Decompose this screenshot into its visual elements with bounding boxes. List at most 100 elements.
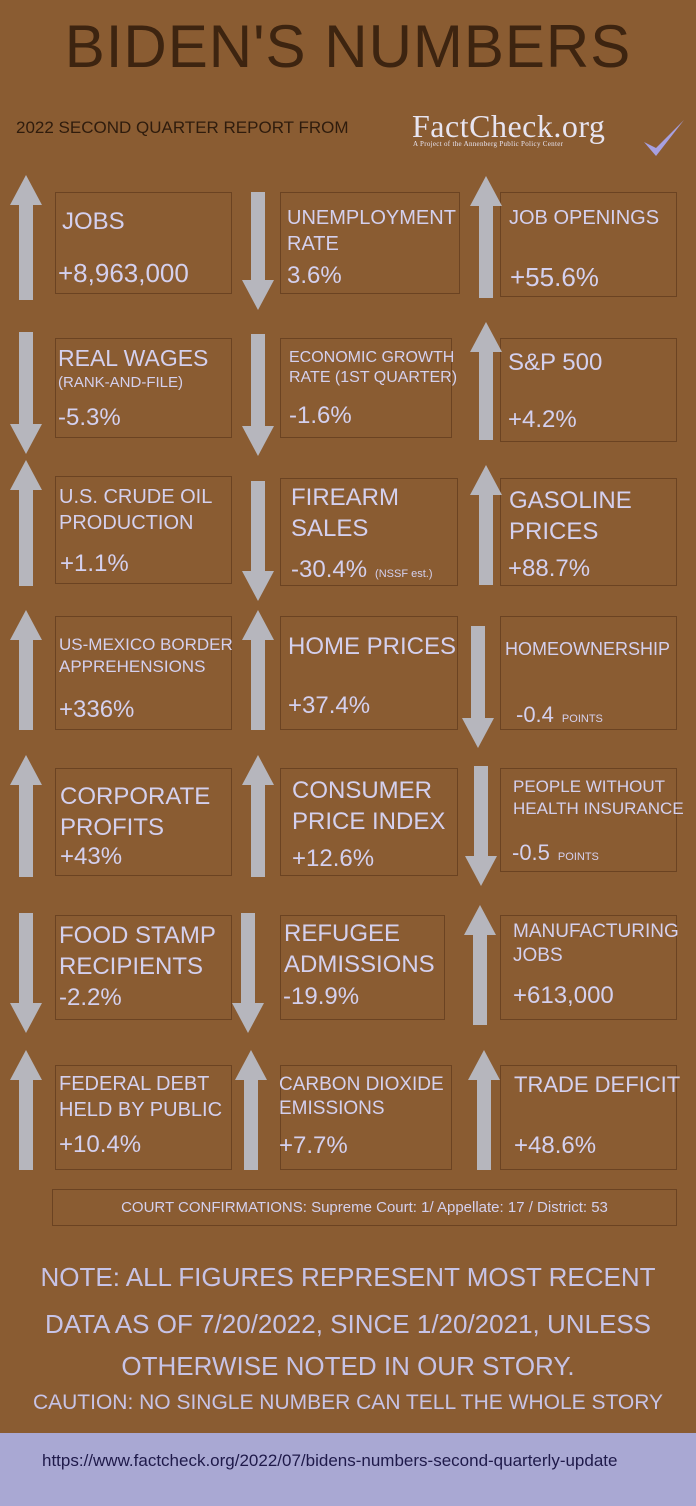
stat-value-firearm-sales: -30.4% (NSSF est.) <box>291 556 433 583</box>
source-url: https://www.factcheck.org/2022/07/bidens… <box>42 1451 618 1470</box>
report-subtitle: 2022 SECOND QUARTER REPORT FROM <box>16 118 349 137</box>
stat-label-manufacturing-jobs-line-2: JOBS <box>513 945 563 966</box>
stat-label-manufacturing-jobs: MANUFACTURING <box>513 921 679 942</box>
factcheck-logo: FactCheck.org A Project of the Annenberg… <box>412 108 684 160</box>
arrow-up-icon <box>235 1050 267 1170</box>
note-line-1: NOTE: ALL FIGURES REPRESENT MOST RECENT <box>40 1262 656 1292</box>
footer-bar <box>0 1433 696 1506</box>
arrow-down-icon <box>242 481 274 601</box>
stat-value-note: (NSSF est.) <box>375 568 433 580</box>
stat-label-u-s-crude-oil-production-line-2: PRODUCTION <box>59 512 194 534</box>
arrow-down-icon <box>10 913 42 1033</box>
stat-label-trade-deficit: TRADE DEFICIT <box>514 1072 681 1097</box>
stat-label-food-stamp-recipients-line-2: RECIPIENTS <box>59 953 204 980</box>
stat-value-gasoline-prices: +88.7% <box>508 555 591 582</box>
stat-value-sandp-500: +4.2% <box>508 406 577 433</box>
stat-box-economic-growth-rate-1st-quarter <box>280 338 452 438</box>
arrow-up-icon <box>470 465 502 585</box>
arrow-up-icon <box>464 905 496 1025</box>
stat-box-consumer-price-index <box>280 768 458 876</box>
arrow-down-icon <box>232 913 264 1033</box>
stat-value-real-wages-rank-and-file: -5.3% <box>58 404 121 431</box>
stat-label-corporate-profits: CORPORATE <box>60 783 211 810</box>
caution-text: CAUTION: NO SINGLE NUMBER CAN TELL THE W… <box>32 1391 664 1414</box>
stat-box-refugee-admissions <box>280 915 445 1020</box>
stat-box-food-stamp-recipients <box>55 915 232 1020</box>
arrow-up-icon <box>470 176 502 298</box>
stat-label-corporate-profits-line-2: PROFITS <box>60 814 165 841</box>
stat-box-us-mexico-border-apprehensions <box>55 616 232 730</box>
stat-label-consumer-price-index-line-2: PRICE INDEX <box>292 808 446 835</box>
arrow-down-icon <box>10 332 42 454</box>
stat-box-homeownership <box>500 616 677 730</box>
checkmark-icon <box>644 120 684 156</box>
stat-box-job-openings <box>500 192 677 297</box>
stat-value-homeownership: -0.4 POINTS <box>516 702 603 727</box>
page-title: BIDEN'S NUMBERS <box>64 13 632 80</box>
stat-value-corporate-profits: +43% <box>60 843 123 870</box>
stat-label-jobs: JOBS <box>62 208 125 235</box>
stat-label-firearm-sales: FIREARM <box>291 484 399 511</box>
stat-label-economic-growth-rate-1st-quarter-line-2: RATE (1ST QUARTER) <box>289 369 458 386</box>
stat-value-consumer-price-index: +12.6% <box>292 845 375 872</box>
arrow-down-icon <box>242 334 274 456</box>
arrow-down-icon <box>465 766 497 886</box>
stat-label-people-without-health-insurance-line-2: HEALTH INSURANCE <box>513 799 684 818</box>
stat-label-carbon-dioxide-emissions-line-2: EMISSIONS <box>279 1098 385 1119</box>
stat-label-real-wages-rank-and-file-line-2: (RANK-AND-FILE) <box>58 374 184 391</box>
stat-label-sandp-500: S&P 500 <box>508 349 603 376</box>
stat-label-unemployment-rate: UNEMPLOYMENT <box>287 207 456 229</box>
stat-box-jobs <box>55 192 232 294</box>
stat-value-economic-growth-rate-1st-quarter: -1.6% <box>289 402 352 429</box>
arrow-up-icon <box>468 1050 500 1170</box>
stat-box-manufacturing-jobs <box>500 915 677 1020</box>
stat-box-u-s-crude-oil-production <box>55 476 232 584</box>
stat-label-refugee-admissions-line-2: ADMISSIONS <box>284 951 435 978</box>
arrow-up-icon <box>10 755 42 877</box>
stat-label-federal-debt-held-by-public-line-2: HELD BY PUBLIC <box>59 1099 223 1121</box>
stat-value-trade-deficit: +48.6% <box>514 1132 597 1159</box>
stat-label-job-openings: JOB OPENINGS <box>509 207 660 229</box>
stat-label-firearm-sales-line-2: SALES <box>291 515 369 542</box>
stat-value-note: POINTS <box>561 713 603 725</box>
stat-label-food-stamp-recipients: FOOD STAMP <box>59 922 216 949</box>
logo-text: FactCheck.org <box>412 108 606 144</box>
stat-value-carbon-dioxide-emissions: +7.7% <box>279 1132 348 1159</box>
stat-label-consumer-price-index: CONSUMER <box>292 777 433 804</box>
stat-value-people-without-health-insurance: -0.5 POINTS <box>512 840 599 865</box>
stat-box-federal-debt-held-by-public <box>55 1065 232 1170</box>
stat-label-carbon-dioxide-emissions: CARBON DIOXIDE <box>279 1074 444 1095</box>
stat-value-manufacturing-jobs: +613,000 <box>513 982 614 1009</box>
stat-label-homeownership: HOMEOWNERSHIP <box>505 639 671 659</box>
stat-box-real-wages-rank-and-file <box>55 338 232 438</box>
stat-label-unemployment-rate-line-2: RATE <box>287 233 339 255</box>
stat-label-home-prices: HOME PRICES <box>288 633 457 660</box>
stat-value-home-prices: +37.4% <box>288 692 371 719</box>
arrow-up-icon <box>10 1050 42 1170</box>
stat-value-jobs: +8,963,000 <box>58 258 189 288</box>
note-line-3: OTHERWISE NOTED IN OUR STORY. <box>121 1351 575 1381</box>
stat-value-unemployment-rate: 3.6% <box>287 262 342 289</box>
stat-box-carbon-dioxide-emissions <box>280 1065 452 1170</box>
stat-label-us-mexico-border-apprehensions-line-2: APPREHENSIONS <box>59 657 206 676</box>
stat-box-unemployment-rate <box>280 192 460 294</box>
stat-label-people-without-health-insurance: PEOPLE WITHOUT <box>513 777 666 796</box>
stat-label-federal-debt-held-by-public: FEDERAL DEBT <box>59 1073 210 1095</box>
arrow-up-icon <box>470 322 502 440</box>
arrow-down-icon <box>462 626 494 748</box>
stat-box-corporate-profits <box>55 768 232 876</box>
stat-value-job-openings: +55.6% <box>510 262 599 292</box>
stat-box-trade-deficit <box>500 1065 677 1170</box>
note-line-2: DATA AS OF 7/20/2022, SINCE 1/20/2021, U… <box>44 1309 652 1339</box>
arrow-up-icon <box>10 460 42 586</box>
stat-label-us-mexico-border-apprehensions: US-MEXICO BORDER <box>59 635 233 654</box>
stat-label-gasoline-prices-line-2: PRICES <box>509 518 599 545</box>
stat-value-u-s-crude-oil-production: +1.1% <box>60 550 129 577</box>
stat-value-note: POINTS <box>557 851 599 863</box>
stat-box-sandp-500 <box>500 338 677 442</box>
stat-value-refugee-admissions: -19.9% <box>283 983 360 1010</box>
stat-label-economic-growth-rate-1st-quarter: ECONOMIC GROWTH <box>289 349 455 366</box>
stat-label-real-wages-rank-and-file: REAL WAGES <box>58 345 209 371</box>
arrow-up-icon <box>242 755 274 877</box>
stat-value-food-stamp-recipients: -2.2% <box>59 984 122 1011</box>
